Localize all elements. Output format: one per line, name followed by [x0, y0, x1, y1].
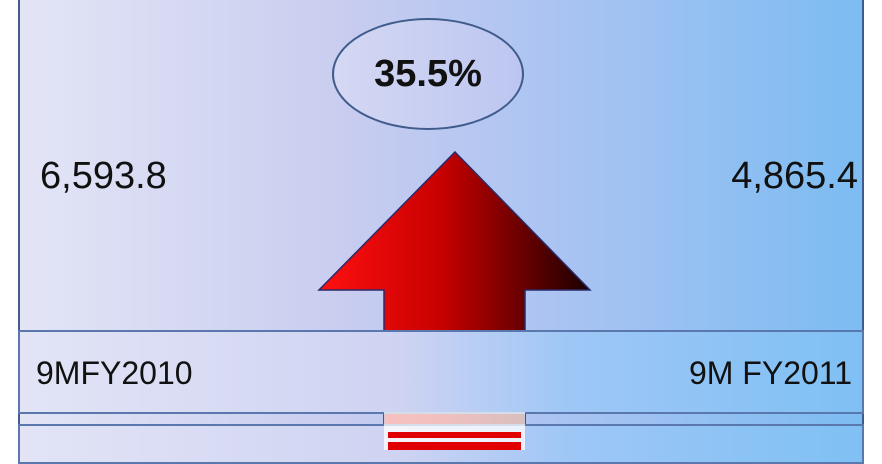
growth-percent: 35.5%	[374, 52, 482, 95]
growth-bubble: 35.5%	[332, 18, 524, 130]
value-left: 6,593.8	[40, 155, 167, 197]
period-left-label: 9MFY2010	[36, 355, 193, 391]
value-right: 4,865.4	[731, 155, 858, 197]
arrow-stripes	[388, 432, 521, 450]
period-band	[18, 330, 864, 414]
period-right-label: 9M FY2011	[688, 355, 852, 391]
